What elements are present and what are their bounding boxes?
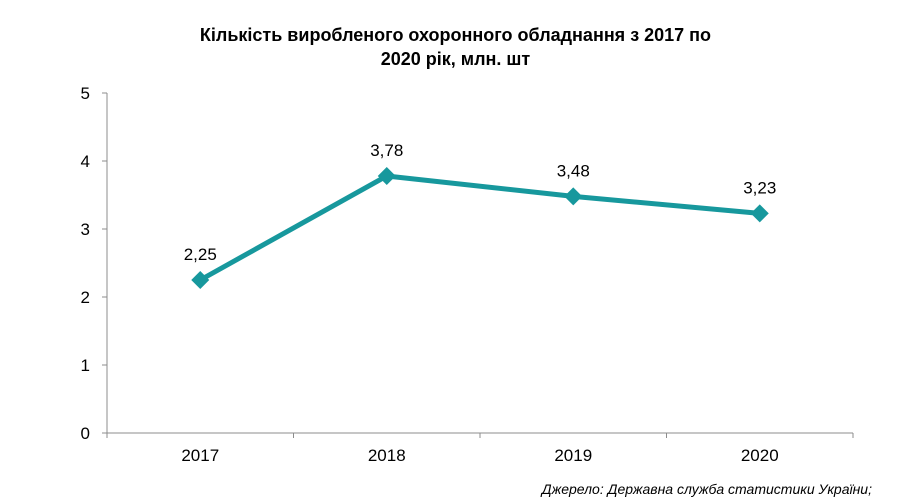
chart-title-line-1: Кількість виробленого охоронного обладна… bbox=[199, 25, 712, 45]
y-tick-label: 4 bbox=[81, 152, 90, 171]
source-note: Джерело: Державна служба статистики Укра… bbox=[541, 481, 872, 497]
data-label: 3,48 bbox=[557, 161, 590, 180]
y-tick-label: 0 bbox=[81, 424, 90, 443]
y-tick-label: 3 bbox=[81, 220, 90, 239]
y-tick-label: 1 bbox=[81, 356, 90, 375]
x-tick-label: 2017 bbox=[181, 446, 219, 465]
data-label: 2,25 bbox=[184, 245, 217, 264]
series-line bbox=[197, 173, 763, 283]
y-tick-label: 2 bbox=[81, 288, 90, 307]
data-label: 3,78 bbox=[370, 141, 403, 160]
data-point-marker bbox=[191, 271, 210, 289]
x-tick-label: 2018 bbox=[368, 446, 406, 465]
x-tick-label: 2020 bbox=[741, 446, 779, 465]
chart-title-line-2: 2020 рік, млн. шт bbox=[380, 49, 531, 69]
data-point-marker bbox=[750, 204, 769, 223]
y-tick-label: 5 bbox=[81, 84, 90, 103]
data-point-marker bbox=[377, 166, 396, 185]
data-point-marker bbox=[564, 187, 583, 206]
data-label: 3,23 bbox=[743, 178, 776, 197]
chart-title: Кількість виробленого охоронного обладна… bbox=[0, 23, 911, 71]
x-tick-label: 2019 bbox=[554, 446, 592, 465]
